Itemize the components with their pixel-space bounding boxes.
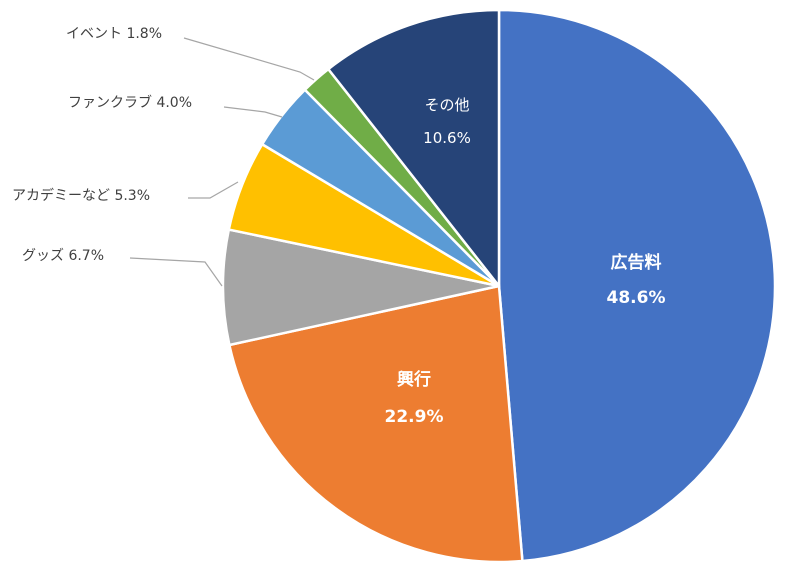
slice-labels: 広告料 48.6% 興行 22.9% グッズ 6.7% アカデミーなど 5.3% ファンクラ…	[12, 26, 665, 427]
leader-line-4	[188, 181, 239, 199]
slice-label-3: グッズ 6.7%	[22, 248, 104, 264]
slice-label-7: その他	[424, 96, 469, 114]
pie-slice-3	[221, 228, 500, 347]
pie-slice-2	[227, 284, 524, 564]
slice-value-label-7: 10.6%	[423, 129, 471, 147]
pie-slices	[221, 8, 777, 564]
leader-lines	[129, 37, 315, 287]
pie-slice-7	[326, 8, 501, 290]
leader-line-5	[223, 106, 283, 118]
slice-label-1: 広告料	[611, 252, 662, 273]
pie-slice-1	[497, 8, 777, 563]
slice-value-label-2: 22.9%	[385, 407, 444, 427]
slice-value-label-1: 48.6%	[607, 288, 666, 308]
slice-label-4: アカデミーなど 5.3%	[12, 187, 150, 204]
slice-label-5: ファンクラブ 4.0%	[68, 94, 192, 111]
slice-label-6: イベント 1.8%	[66, 26, 162, 42]
leader-line-3	[129, 257, 223, 287]
leader-line-6	[183, 37, 315, 81]
slice-label-2: 興行	[397, 369, 431, 390]
